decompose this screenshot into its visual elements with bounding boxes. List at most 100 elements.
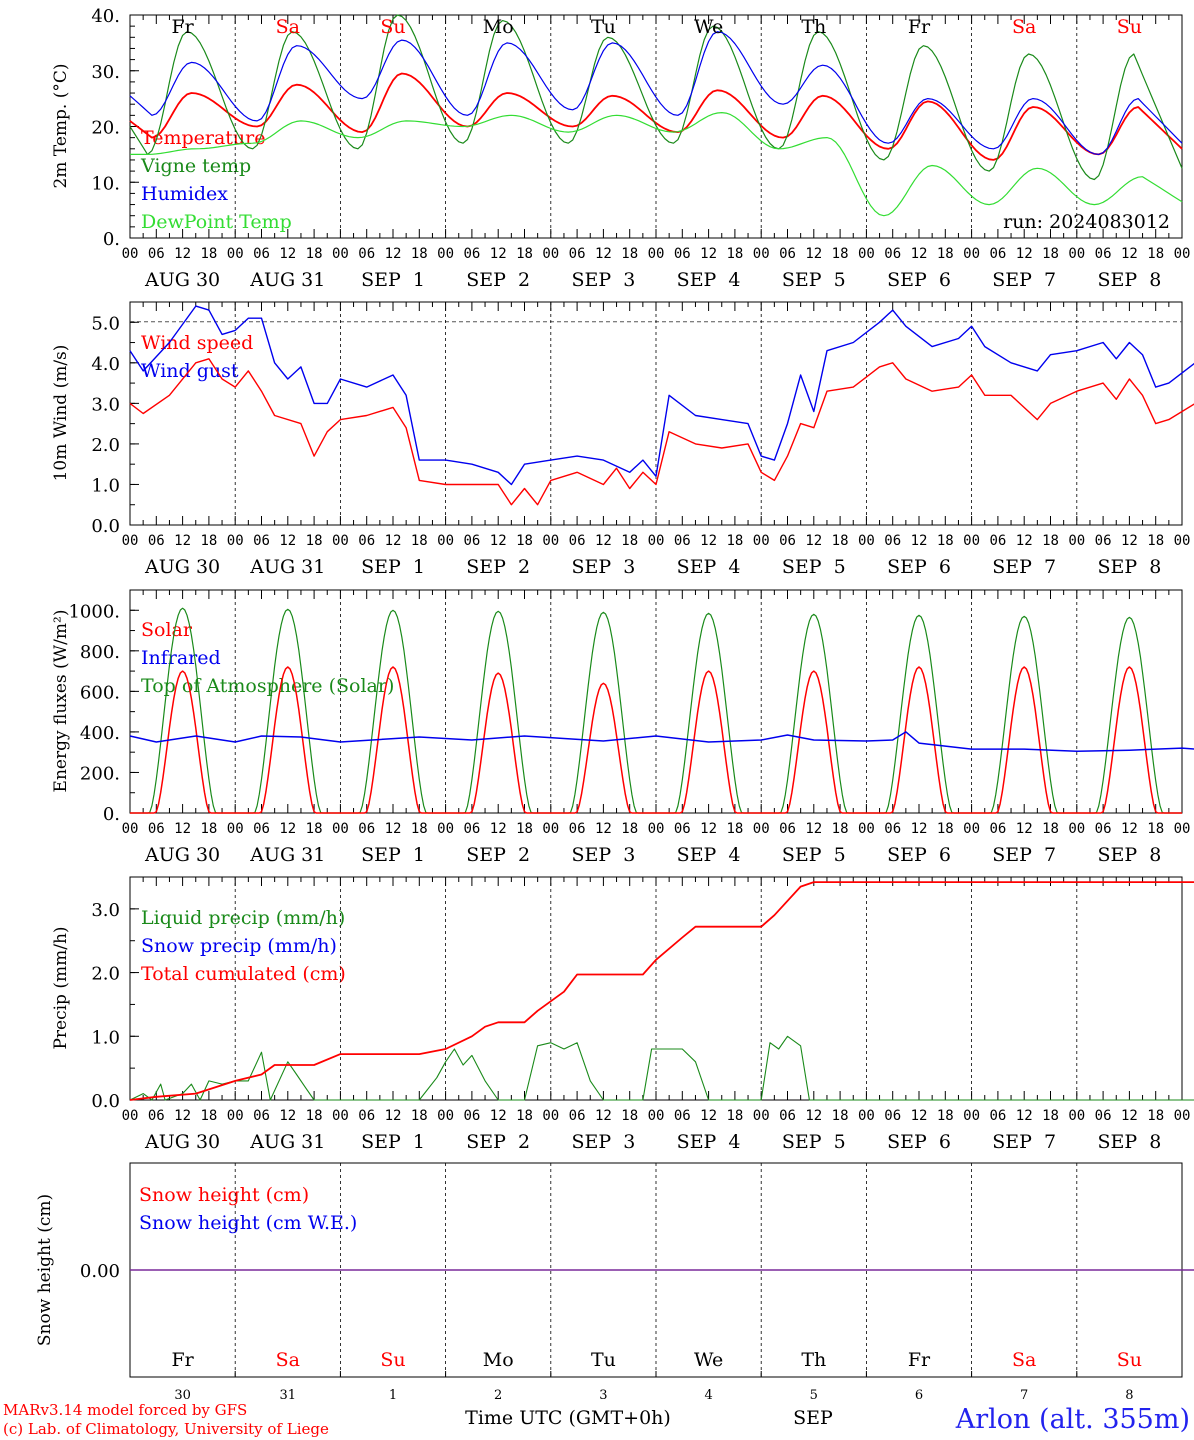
temp-series-vigne-temp (129, 14, 1183, 181)
hour-tick-label: 06 (674, 1108, 691, 1124)
hour-tick-label: 06 (569, 1108, 586, 1124)
energy-plot-frame (129, 589, 1183, 814)
hour-tick-label: 06 (358, 246, 375, 262)
hour-tick-label: 12 (911, 1108, 928, 1124)
hour-tick-label: 00 (332, 533, 349, 549)
day-names: Fr 30 Sa 31 Su 1 Mo 2 Tu 3 We 4 Th 5 Fr 6 Sa 7 Su 8 (171, 1349, 1142, 1403)
hour-tick-label: 06 (884, 246, 901, 262)
temperature-legend: Temperature Vigne temp Humidex DewPoint … (140, 127, 292, 233)
precip-legend: Liquid precip (mm/h) Snow precip (mm/h) … (141, 907, 346, 985)
credit-line-2: (c) Lab. of Climatology, University of L… (3, 1420, 329, 1438)
hour-tick-label: 18 (726, 821, 743, 837)
y-tick-label: 800. (80, 642, 120, 663)
hour-tick-label: 18 (621, 821, 638, 837)
day-number: 8 (1125, 1388, 1133, 1403)
hour-tick-label: 06 (463, 246, 480, 262)
hour-tick-label: 00 (542, 246, 559, 262)
hour-tick-label: 06 (463, 533, 480, 549)
y-tick-label: 600. (80, 682, 120, 703)
energy-series-solar (130, 666, 1182, 814)
hour-tick-label: 12 (911, 821, 928, 837)
hour-tick-label: 12 (1121, 533, 1138, 549)
y-tick-label: 10. (91, 173, 120, 194)
hour-tick-label: 00 (542, 821, 559, 837)
y-tick-label: 2.0 (91, 435, 120, 456)
hour-tick-label: 18 (621, 533, 638, 549)
hour-tick-label: 00 (437, 1108, 454, 1124)
temp-series-dewpoint-temp (130, 112, 1183, 217)
hour-tick-label: 18 (1042, 821, 1059, 837)
hour-tick-label: 06 (989, 246, 1006, 262)
hour-tick-label: 06 (253, 1108, 270, 1124)
credit-line-1: MARv3.14 model forced by GFS (3, 1401, 247, 1419)
hour-tick-label: 06 (989, 533, 1006, 549)
date-label: AUG 31 (249, 556, 325, 578)
hour-tick-label: 00 (227, 533, 244, 549)
hour-tick-label: 18 (937, 821, 954, 837)
hour-tick-label: 00 (648, 533, 665, 549)
hour-tick-label: 18 (1147, 246, 1164, 262)
hour-tick-label: 06 (884, 533, 901, 549)
date-label: AUG 31 (249, 844, 325, 866)
y-tick-label: 4.0 (91, 354, 120, 375)
hour-tick-label: 12 (700, 246, 717, 262)
hour-tick-label: 00 (753, 821, 770, 837)
day-name: Su (1117, 1349, 1142, 1371)
hour-tick-label: 12 (174, 533, 191, 549)
hour-tick-label: 06 (674, 821, 691, 837)
legend-wind-speed: Wind speed (141, 332, 253, 354)
hour-tick-label: 00 (648, 1108, 665, 1124)
hour-tick-label: 00 (122, 821, 139, 837)
date-label: SEP 3 (571, 844, 635, 866)
hour-tick-label: 12 (490, 246, 507, 262)
legend-toa: Top of Atmosphere (Solar) (141, 675, 394, 697)
hour-tick-label: 12 (595, 821, 612, 837)
wind-y-label: 10m Wind (m/s) (51, 345, 71, 482)
y-tick-label: 0. (103, 804, 120, 825)
hour-tick-label: 12 (279, 821, 296, 837)
date-label: SEP 1 (361, 1131, 425, 1153)
hour-tick-label: 12 (700, 1108, 717, 1124)
legend-total-cumulated: Total cumulated (cm) (141, 963, 346, 985)
hour-tick-label: 00 (542, 533, 559, 549)
hour-tick-label: 12 (1016, 246, 1033, 262)
date-label: SEP 5 (782, 1131, 846, 1153)
day-name-top: Sa (1012, 16, 1036, 38)
hour-tick-label: 18 (306, 821, 323, 837)
hour-tick-label: 06 (989, 1108, 1006, 1124)
hour-tick-label: 00 (1068, 246, 1085, 262)
panel-4-axes: 00 06 12 18 00 06 12 18 00 06 12 18 00 06 12 18 00 06 12 18… (122, 877, 1190, 1153)
hour-tick-label: 18 (411, 821, 428, 837)
hour-tick-label: 00 (227, 821, 244, 837)
y-tick-label: 1.0 (91, 1027, 120, 1048)
hour-tick-label: 00 (858, 1108, 875, 1124)
hour-tick-label: 06 (1095, 246, 1112, 262)
legend-solar: Solar (141, 619, 193, 641)
legend-vigne-temp: Vigne temp (140, 155, 251, 177)
hour-tick-label: 12 (805, 1108, 822, 1124)
legend-liquid-precip: Liquid precip (mm/h) (141, 907, 345, 929)
y-tick-label: 20. (91, 118, 120, 139)
hour-tick-label: 18 (411, 1108, 428, 1124)
hour-tick-label: 12 (700, 533, 717, 549)
hour-tick-label: 06 (779, 246, 796, 262)
hour-tick-label: 18 (200, 821, 217, 837)
hour-tick-label: 06 (358, 1108, 375, 1124)
y-tick-label: 3.0 (91, 900, 120, 921)
snow-legend: Snow height (cm) Snow height (cm W.E.) (139, 1184, 357, 1234)
hour-tick-label: 06 (463, 1108, 480, 1124)
footer: MARv3.14 model forced by GFS (c) Lab. of… (3, 1401, 1190, 1438)
hour-tick-label: 18 (621, 1108, 638, 1124)
day-name-top: Sa (276, 16, 300, 38)
hour-tick-label: 12 (279, 246, 296, 262)
hour-tick-label: 06 (148, 1108, 165, 1124)
hour-tick-label: 00 (227, 1108, 244, 1124)
precip-series-cumulated (129, 881, 1194, 1101)
y-tick-label: 3.0 (91, 394, 120, 415)
legend-dewpoint: DewPoint Temp (141, 211, 292, 233)
energy-series-infrared (129, 731, 1194, 752)
hour-tick-label: 12 (279, 1108, 296, 1124)
day-number: 31 (280, 1388, 297, 1403)
hour-tick-label: 12 (385, 1108, 402, 1124)
